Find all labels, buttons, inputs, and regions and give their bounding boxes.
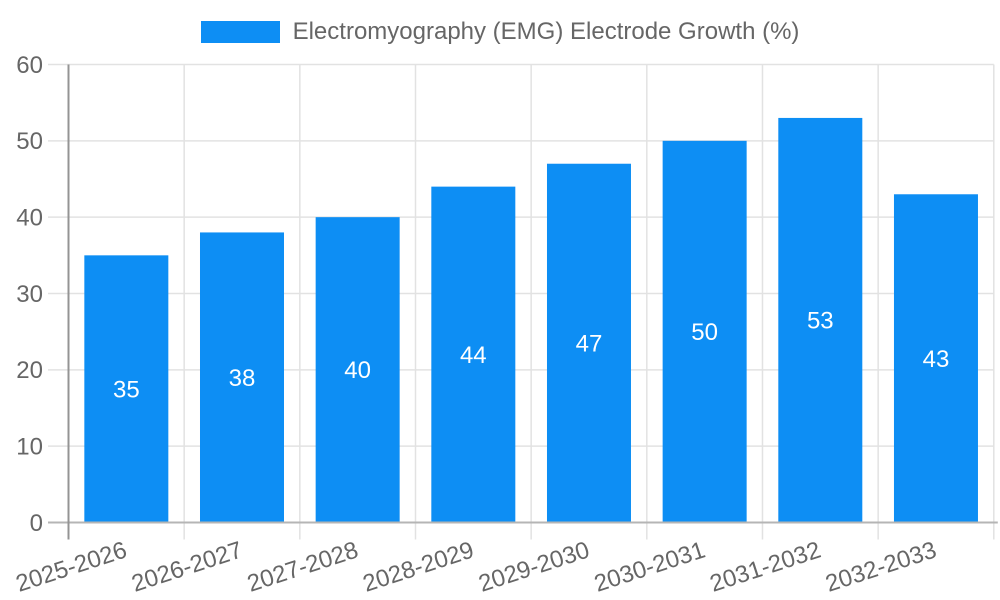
bar-2027-2028[interactable] [315,217,400,524]
bar-value-label: 40 [344,357,371,384]
bar-value-label: 53 [807,308,834,335]
x-axis-label: 2025-2026 [13,537,131,598]
bar-2025-2026[interactable] [84,255,169,524]
bar-2028-2029[interactable] [431,186,516,524]
bar-value-label: 44 [460,342,487,369]
y-axis-tick-label: 0 [30,510,43,537]
bar-2029-2030[interactable] [546,163,631,524]
bar-2032-2033[interactable] [893,194,978,524]
x-axis-label: 2027-2028 [244,537,362,598]
bar-value-label: 43 [923,346,950,373]
y-axis-tick-label: 40 [16,205,43,232]
bar-2026-2027[interactable] [199,232,284,524]
legend-label: Electromyography (EMG) Electrode Growth … [292,18,800,45]
bar-2030-2031[interactable] [662,140,747,524]
bar-2031-2032[interactable] [778,117,863,524]
y-axis-tick-label: 30 [16,281,43,308]
bar-value-label: 38 [229,365,256,392]
x-axis-label: 2026-2027 [128,537,246,598]
legend[interactable]: Electromyography (EMG) Electrode Growth … [0,10,1000,54]
legend-swatch [200,21,280,43]
y-axis-tick-label: 10 [16,434,43,461]
x-axis-label: 2029-2030 [475,537,593,598]
bar-value-label: 47 [576,331,603,358]
bar-value-label: 35 [113,376,140,403]
x-axis-label: 2030-2031 [591,537,709,598]
x-axis-label: 2031-2032 [707,537,825,598]
x-axis-label: 2028-2029 [360,537,478,598]
y-axis-tick-label: 20 [16,357,43,384]
y-axis-tick-label: 60 [16,52,43,79]
bar-value-label: 50 [691,319,718,346]
y-axis-tick-label: 50 [16,128,43,155]
x-axis-label: 2032-2033 [822,537,940,598]
